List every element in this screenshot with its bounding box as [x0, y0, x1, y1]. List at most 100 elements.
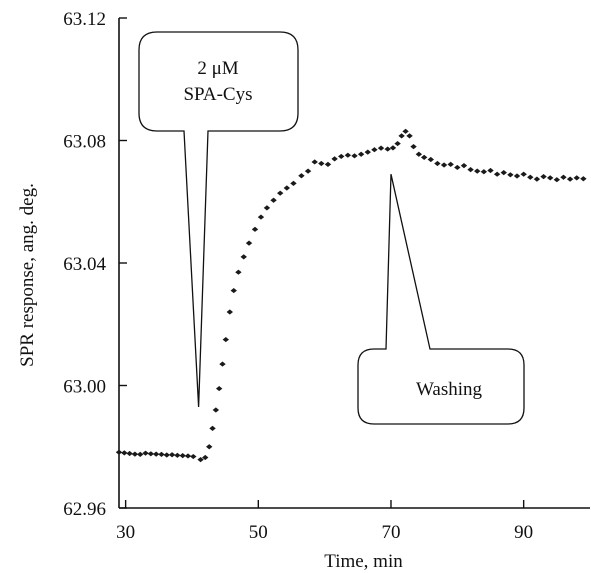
data-point — [257, 214, 265, 220]
data-point — [190, 453, 197, 460]
data-point — [364, 149, 371, 155]
data-point — [137, 451, 144, 458]
data-point — [394, 140, 401, 147]
data-point — [277, 190, 284, 196]
data-point — [142, 450, 149, 456]
data-point — [384, 146, 391, 152]
x-tick-label: 70 — [381, 522, 400, 543]
data-point — [402, 128, 409, 134]
data-point — [324, 161, 332, 167]
data-point — [467, 166, 474, 173]
data-point — [245, 240, 253, 246]
data-point — [427, 156, 434, 163]
data-point — [460, 163, 468, 169]
y-tick-label: 63.12 — [63, 9, 106, 30]
data-point — [580, 176, 587, 182]
data-point — [398, 133, 405, 139]
y-tick-label: 63.04 — [63, 254, 106, 275]
data-point — [415, 151, 423, 157]
data-point — [152, 451, 160, 457]
data-point — [215, 385, 223, 392]
data-point — [226, 309, 233, 315]
data-point — [304, 168, 312, 174]
x-tick-label: 30 — [116, 522, 135, 543]
annotation-washing-bubble — [357, 174, 525, 425]
data-point — [371, 147, 378, 153]
data-point — [197, 457, 204, 463]
data-point — [174, 452, 181, 458]
data-point — [338, 153, 345, 160]
data-point — [131, 451, 139, 457]
data-point — [540, 174, 547, 180]
data-point — [222, 336, 230, 343]
data-point — [251, 226, 259, 232]
data-point — [115, 449, 123, 455]
data-point — [546, 175, 554, 181]
data-point — [480, 169, 488, 175]
data-point — [573, 175, 580, 181]
x-axis-title: Time, min — [324, 551, 403, 572]
data-point — [206, 444, 213, 450]
y-axis-title: SPR response, ang. deg. — [17, 183, 38, 367]
data-point — [553, 177, 561, 183]
annotation-spa-cys-bubble — [138, 31, 299, 407]
data-point — [389, 145, 397, 151]
annotation-spa-cys-line-2: SPA-Cys — [183, 84, 252, 105]
data-point — [507, 172, 514, 178]
data-point — [318, 160, 325, 167]
data-point — [298, 173, 305, 179]
data-point — [121, 450, 128, 456]
x-tick-label: 50 — [249, 522, 268, 543]
annotation-spa-cys-line-1: 2 μM — [197, 58, 238, 79]
y-tick-label: 63.08 — [63, 132, 106, 153]
data-point — [500, 170, 507, 176]
data-point — [351, 153, 358, 159]
data-point — [263, 205, 271, 211]
data-point — [440, 162, 448, 168]
data-point — [230, 287, 237, 294]
data-point — [331, 156, 338, 162]
data-point — [290, 180, 297, 186]
data-point — [447, 161, 454, 167]
y-tick-label: 63.00 — [63, 377, 106, 398]
x-tick-label: 90 — [514, 522, 533, 543]
data-point — [219, 361, 226, 367]
data-point — [283, 185, 291, 191]
annotation-washing-label: Washing — [416, 379, 483, 400]
data-point — [311, 159, 318, 165]
data-point — [209, 425, 216, 431]
data-point — [474, 168, 481, 174]
data-point — [158, 451, 165, 458]
data-point — [357, 151, 365, 157]
data-series — [115, 128, 587, 463]
data-point — [163, 452, 170, 458]
data-point — [560, 174, 567, 180]
data-point — [240, 254, 247, 260]
data-point — [533, 176, 541, 182]
ticks: 62.96 63.00 63.04 63.08 63.12 30 50 70 90 — [63, 9, 533, 543]
data-point — [235, 269, 242, 275]
annotation-spa-cys: 2 μM SPA-Cys — [138, 31, 299, 407]
data-point — [270, 197, 277, 203]
data-point — [184, 453, 192, 459]
data-point — [420, 154, 428, 160]
data-point — [566, 176, 574, 182]
data-point — [487, 167, 494, 174]
data-point — [202, 454, 209, 461]
y-tick-label: 62.96 — [63, 499, 106, 520]
data-point — [520, 171, 527, 177]
data-point — [527, 174, 534, 180]
annotations: 2 μM SPA-Cys Washing — [138, 31, 525, 425]
data-point — [493, 171, 501, 177]
data-point — [168, 452, 176, 458]
annotation-washing: Washing — [357, 174, 525, 425]
data-point — [377, 145, 385, 151]
data-point — [410, 144, 417, 150]
data-point — [344, 152, 352, 158]
data-point — [212, 407, 220, 413]
data-point — [513, 173, 521, 179]
data-point — [406, 133, 413, 139]
data-point — [147, 451, 155, 457]
